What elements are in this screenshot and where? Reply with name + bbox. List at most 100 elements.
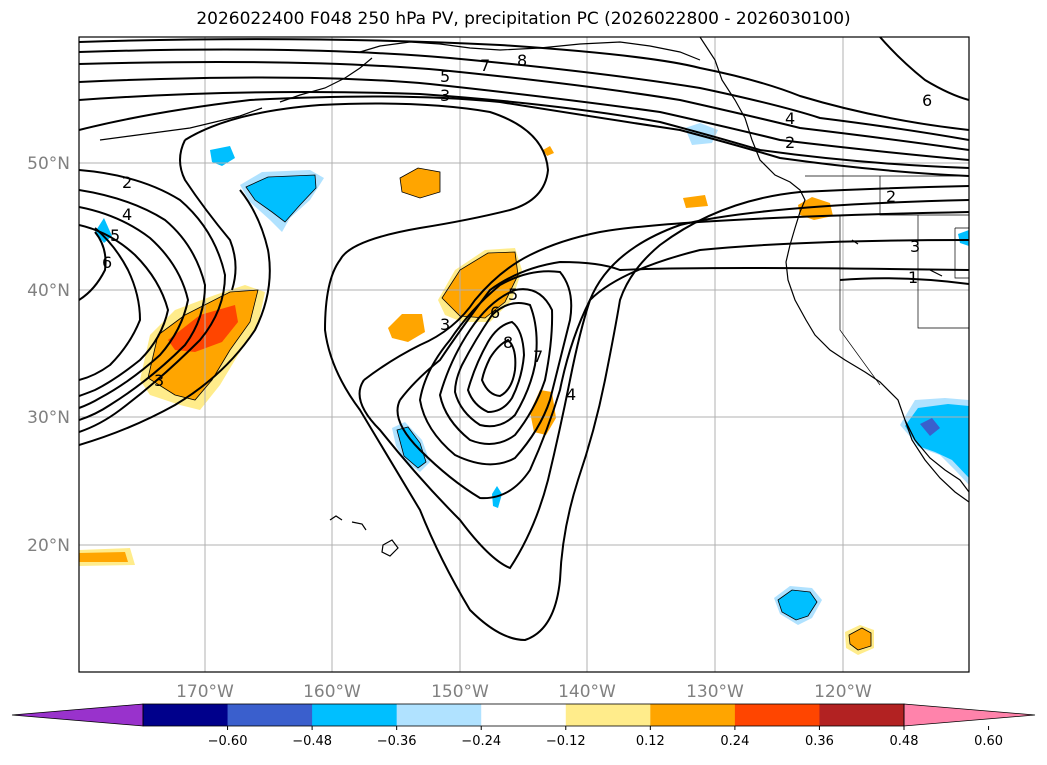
precipitation-shading [79,123,969,655]
pv-contour-line [418,270,573,466]
colorbar: −0.60 −0.48 −0.36 −0.24 −0.12 0.12 0.24 0.36 0.4… [11,703,1036,749]
pv-contour-line [79,227,142,381]
precip-positive-area [849,628,871,650]
contour-label: 2 [785,133,795,152]
lat-label: 30°N [27,408,70,428]
pv-contour-line [363,211,969,381]
pv-contours [79,37,969,642]
pv-contour-line [79,224,170,397]
precip-positive-area [683,195,708,208]
lon-label: 150°W [431,682,489,702]
lon-label: 140°W [558,682,616,702]
precip-negative-area [246,175,316,222]
pv-contour-line [879,37,969,101]
contour-label: 4 [122,205,132,224]
colorbar-tick-label: 0.24 [720,734,749,749]
lon-label: 130°W [686,682,744,702]
pv-contour-labels: 8 7 5 3 4 2 6 2 4 5 6 2 3 1 3 6 5 8 7 4 … [102,51,932,404]
figure-title: 2026022400 F048 250 hPa PV, precipitatio… [196,9,851,29]
pv-contour-line [480,338,517,398]
pv-contour-line [79,38,969,131]
map-frame [78,36,970,673]
colorbar-tick-label: −0.12 [546,734,586,749]
colorbar-tick-label: −0.36 [377,734,417,749]
contour-label: 5 [110,226,120,245]
contour-label: 2 [122,173,132,192]
precip-negative-area [905,404,969,478]
colorbar-tick-label: −0.48 [292,734,332,749]
precip-positive-area [388,314,425,342]
pv-contour-line [79,61,969,151]
colorbar-tick-label: 0.48 [890,734,919,749]
contour-label: 3 [910,237,920,256]
lon-label: 170°W [176,682,234,702]
contour-label: 3 [440,315,450,334]
contour-label: 6 [922,91,932,110]
contour-label: 4 [566,385,576,404]
precip-positive-area [543,146,554,156]
precip-positive-area [442,252,518,318]
pv-contour-line [79,189,271,446]
colorbar-cell [650,704,736,726]
contour-label: 3 [154,371,164,390]
pv-contour-line [466,320,526,414]
colorbar-tick-label: −0.24 [461,734,501,749]
latitude-labels: 50°N 40°N 30°N 20°N [27,154,70,556]
contour-label: 7 [480,56,490,75]
colorbar-extend-high [904,704,1035,726]
colorbar-cell [227,704,313,726]
contour-label: 8 [503,333,513,352]
contour-label: 5 [508,285,518,304]
precip-negative-area [397,427,426,468]
precip-negative-area [210,146,235,166]
pv-contour-line [79,169,227,433]
precip-positive-area [400,168,440,198]
contour-label: 6 [102,253,112,272]
longitude-labels: 170°W 160°W 150°W 140°W 130°W 120°W [176,682,872,702]
colorbar-tick-label: 0.36 [805,734,834,749]
contour-label: 7 [533,347,543,366]
lat-label: 20°N [27,536,70,556]
precip-negative-area [920,418,940,436]
pv-contour-line [79,95,969,177]
colorbar-cell [312,704,398,726]
contour-label: 5 [440,67,450,86]
pv-contour-line [184,102,969,642]
colorbar-extend-low [12,704,143,726]
contour-label: 6 [490,303,500,322]
pv-contour-line [438,288,554,445]
colorbar-tick-label: 0.12 [636,734,665,749]
pv-contour-line [79,189,207,421]
precip-positive-area [798,197,833,220]
colorbar-cell [819,704,905,726]
precip-negative-area [778,590,817,620]
colorbar-tick-label: −0.60 [208,734,248,749]
contour-label: 4 [785,109,795,128]
pv-contour-line [179,139,237,291]
lon-label: 120°W [814,682,872,702]
contour-label: 1 [908,268,918,287]
contour-label: 3 [440,86,450,105]
pv-contour-line [79,231,107,301]
lat-label: 40°N [27,281,70,301]
lat-label: 50°N [27,154,70,174]
precip-negative-area [958,230,969,246]
colorbar-cell [396,704,482,726]
colorbar-cell [143,704,229,726]
pv-contour-line [399,260,969,401]
pv-contour-line [453,302,538,428]
pv-contour-line [839,277,969,285]
contour-label: 8 [517,51,527,70]
contour-label: 2 [886,187,896,206]
coastlines [99,37,969,557]
colorbar-cell [565,704,651,726]
precip-positive-area [79,552,128,562]
colorbar-tick-label: 0.60 [974,734,1003,749]
colorbar-cell [734,704,820,726]
pv-contour-line [396,239,969,500]
pv-contour-line [79,91,969,169]
precip-positive-area [168,305,238,352]
colorbar-cell [481,704,567,726]
pv-contour-line [79,48,969,141]
